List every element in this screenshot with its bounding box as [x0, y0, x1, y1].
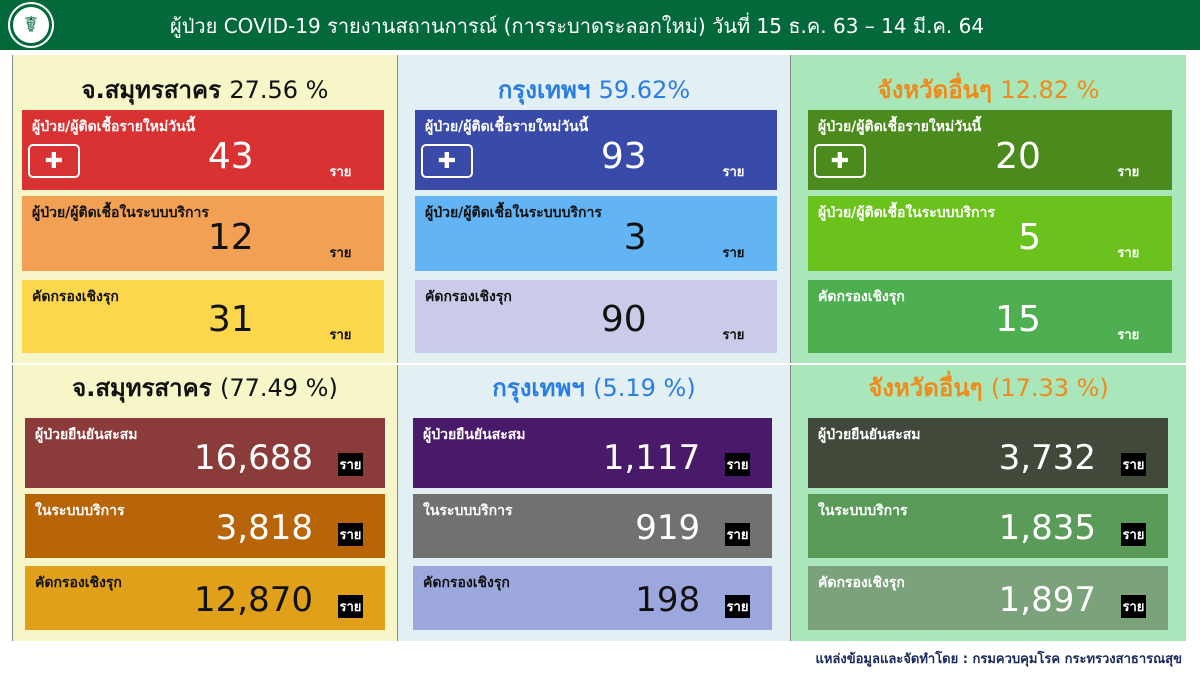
stat-label: ผู้ป่วย/ผู้ติดเชื้อรายใหม่วันนี้ [32, 119, 196, 135]
stat-label: คัดกรองเชิงรุก [818, 575, 905, 591]
region-name: จ.สมุทรสาคร [81, 76, 221, 104]
stat-unit: ราย [1120, 453, 1147, 476]
stat-value: 198 [635, 580, 701, 620]
stat-value: 3,818 [215, 508, 313, 548]
stat-unit: ราย [329, 165, 352, 180]
stat-value: 1,835 [998, 508, 1096, 548]
stat-unit: ราย [722, 246, 745, 261]
medical-kit-icon: ✚ [421, 144, 473, 178]
ministry-logo-icon: ☤ [10, 4, 52, 46]
stat-box: คัดกรองเชิงรุก 198 ราย [413, 566, 772, 630]
stat-unit: ราย [1120, 595, 1147, 618]
stat-box: ในระบบบริการ 3,818 ราย [25, 494, 385, 558]
stat-unit: ราย [724, 523, 751, 546]
stat-box: ในระบบบริการ 919 ราย [413, 494, 772, 558]
stat-unit: ราย [1117, 165, 1140, 180]
stat-label: คัดกรองเชิงรุก [818, 289, 905, 305]
stat-unit: ราย [329, 246, 352, 261]
region-percent: (5.19 %) [593, 374, 696, 402]
stat-box: ผู้ป่วยยืนยันสะสม 16,688 ราย [25, 418, 385, 488]
stat-box: คัดกรองเชิงรุก 31 ราย [22, 280, 384, 353]
stat-label: ผู้ป่วยยืนยันสะสม [35, 427, 138, 443]
stat-value: 93 [600, 136, 647, 177]
region-percent: (17.33 %) [990, 374, 1109, 402]
region-title: จ.สมุทรสาคร 27.56 % [13, 70, 397, 109]
region-name: จังหวัดอื่นๆ [868, 374, 983, 402]
stat-label: ในระบบบริการ [423, 503, 513, 519]
stat-box: ผู้ป่วย/ผู้ติดเชื้อในระบบบริการ 5 ราย [808, 196, 1172, 271]
region-percent: (77.49 %) [219, 374, 338, 402]
stat-label: คัดกรองเชิงรุก [425, 289, 512, 305]
stat-unit: ราย [722, 165, 745, 180]
region-percent: 59.62% [598, 76, 691, 104]
stat-value: 43 [207, 136, 254, 177]
stat-unit: ราย [724, 595, 751, 618]
stat-box: ผู้ป่วย/ผู้ติดเชื้อรายใหม่วันนี้ 20 ราย ✚ [808, 110, 1172, 190]
stat-unit: ราย [1117, 328, 1140, 343]
stat-value: 20 [995, 136, 1041, 177]
region-title: กรุงเทพฯ 59.62% [398, 70, 790, 109]
stat-box: ผู้ป่วย/ผู้ติดเชื้อรายใหม่วันนี้ 93 ราย ✚ [415, 110, 777, 190]
stat-value: 1,897 [998, 580, 1096, 620]
stat-value: 90 [600, 299, 647, 340]
stat-unit: ราย [1120, 523, 1147, 546]
stat-label: คัดกรองเชิงรุก [423, 575, 510, 591]
stat-value: 31 [207, 299, 254, 340]
stat-box: ผู้ป่วยยืนยันสะสม 3,732 ราย [808, 418, 1168, 488]
stat-unit: ราย [329, 328, 352, 343]
stat-unit: ราย [337, 595, 364, 618]
region-name: จ.สมุทรสาคร [72, 374, 212, 402]
stat-label: ผู้ป่วย/ผู้ติดเชื้อในระบบบริการ [425, 205, 602, 221]
stat-unit: ราย [337, 523, 364, 546]
region-title: จ.สมุทรสาคร (77.49 %) [13, 368, 397, 407]
stat-label: คัดกรองเชิงรุก [32, 289, 119, 305]
stat-box: ผู้ป่วย/ผู้ติดเชื้อในระบบบริการ 12 ราย [22, 196, 384, 271]
stat-value: 15 [995, 299, 1041, 340]
region-name: จังหวัดอื่นๆ [877, 76, 992, 104]
region-name: กรุงเทพฯ [492, 374, 585, 402]
stat-value: 1,117 [602, 438, 701, 478]
stat-unit: ราย [724, 453, 751, 476]
stat-label: ผู้ป่วย/ผู้ติดเชื้อในระบบบริการ [32, 205, 209, 221]
stat-value: 16,688 [194, 438, 313, 478]
stat-unit: ราย [337, 453, 364, 476]
stat-value: 12,870 [194, 580, 313, 620]
stat-box: ผู้ป่วยยืนยันสะสม 1,117 ราย [413, 418, 772, 488]
region-title: จังหวัดอื่นๆ (17.33 %) [791, 368, 1186, 407]
stat-label: คัดกรองเชิงรุก [35, 575, 122, 591]
stat-box: ผู้ป่วย/ผู้ติดเชื้อรายใหม่วันนี้ 43 ราย ✚ [22, 110, 384, 190]
region-percent: 12.82 % [1000, 76, 1100, 104]
stat-value: 12 [207, 217, 254, 258]
stat-box: คัดกรองเชิงรุก 12,870 ราย [25, 566, 385, 630]
stat-label: ผู้ป่วยยืนยันสะสม [423, 427, 526, 443]
region-title: กรุงเทพฯ (5.19 %) [398, 368, 790, 407]
stat-box: ในระบบบริการ 1,835 ราย [808, 494, 1168, 558]
stat-value: 919 [635, 508, 701, 548]
region-percent: 27.56 % [229, 76, 329, 104]
stat-label: ผู้ป่วยยืนยันสะสม [818, 427, 921, 443]
stat-value: 3,732 [998, 438, 1096, 478]
stat-label: ผู้ป่วย/ผู้ติดเชื้อรายใหม่วันนี้ [425, 119, 589, 135]
region-title: จังหวัดอื่นๆ 12.82 % [791, 70, 1186, 109]
source-credit: แหล่งข้อมูลและจัดทำโดย : กรมควบคุมโรค กร… [815, 652, 1182, 667]
stat-unit: ราย [1117, 246, 1140, 261]
stat-unit: ราย [722, 328, 745, 343]
stat-box: คัดกรองเชิงรุก 15 ราย [808, 280, 1172, 353]
medical-kit-icon: ✚ [28, 144, 80, 178]
stat-label: ในระบบบริการ [818, 503, 908, 519]
stat-box: คัดกรองเชิงรุก 90 ราย [415, 280, 777, 353]
stat-label: ในระบบบริการ [35, 503, 125, 519]
page-title: ผู้ป่วย COVID-19 รายงานสถานการณ์ (การระบ… [170, 14, 985, 38]
stat-box: ผู้ป่วย/ผู้ติดเชื้อในระบบบริการ 3 ราย [415, 196, 777, 271]
region-name: กรุงเทพฯ [497, 76, 591, 104]
stat-value: 5 [1018, 217, 1041, 258]
header: ☤ ผู้ป่วย COVID-19 รายงานสถานการณ์ (การร… [0, 0, 1200, 50]
medical-kit-icon: ✚ [814, 144, 866, 178]
stat-label: ผู้ป่วย/ผู้ติดเชื้อรายใหม่วันนี้ [818, 119, 982, 135]
stat-box: คัดกรองเชิงรุก 1,897 ราย [808, 566, 1168, 630]
stat-label: ผู้ป่วย/ผู้ติดเชื้อในระบบบริการ [818, 205, 995, 221]
stat-value: 3 [623, 217, 647, 258]
